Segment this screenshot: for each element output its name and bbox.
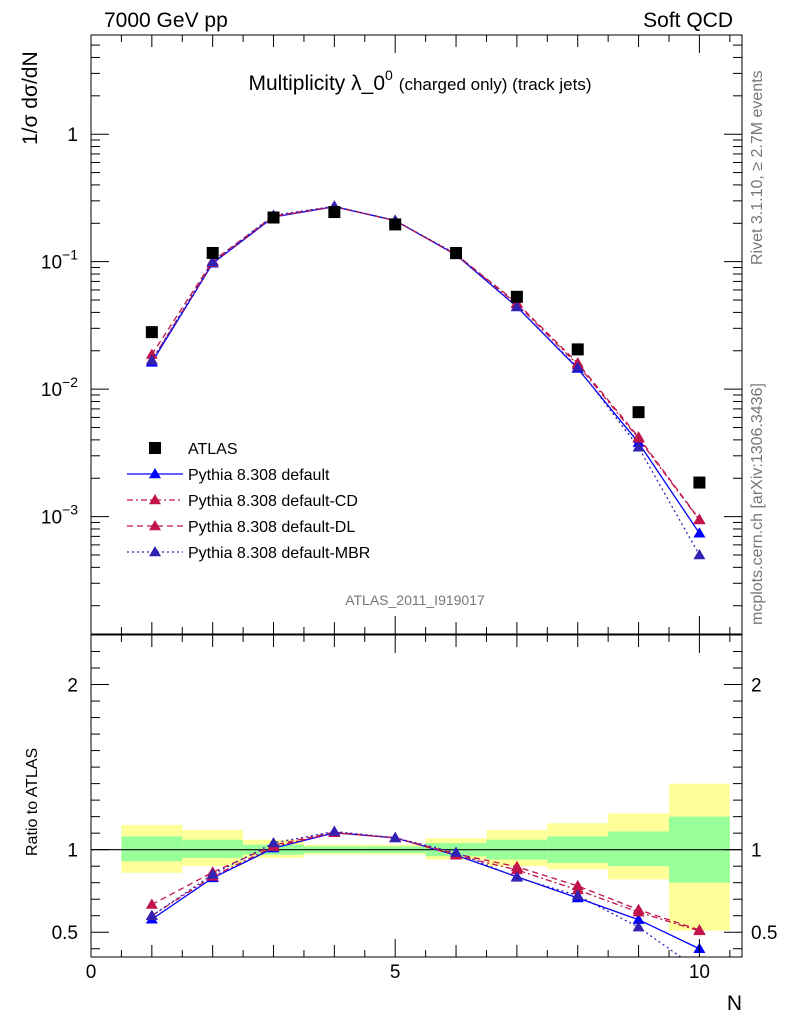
data-point [145, 326, 158, 339]
bottom-ylabel: Ratio to ATLAS [24, 748, 41, 856]
x-tick-label: 5 [390, 962, 401, 983]
data-point [389, 218, 402, 231]
data-point [632, 406, 645, 419]
ratio-tick-label-right: 2 [751, 676, 762, 697]
ratio-point [145, 909, 158, 920]
y-tick-label: 1 [67, 125, 78, 146]
legend-marker [149, 520, 161, 531]
data-point [693, 476, 706, 489]
top-panel: 1 10−1 10−2 10−3 [41, 34, 743, 635]
ratio-tick-label-right: 1 [751, 841, 762, 862]
x-axis-label: N [727, 992, 742, 1015]
ratio-point [389, 831, 402, 843]
ratio-point [206, 868, 219, 879]
chart-title-main: Multiplicity λ_0 [248, 72, 385, 95]
header-left: 7000 GeV pp [104, 9, 228, 32]
series-point [632, 431, 645, 442]
ratio-panel-frame [90, 634, 743, 958]
data-point [571, 343, 584, 356]
legend-label: Pythia 8.308 default [188, 467, 330, 484]
y-tick-label: 10−1 [41, 247, 78, 274]
series-point [206, 256, 219, 267]
ratio-tick-label-right: 0.5 [751, 923, 777, 944]
top-ylabel: 1/σ dσ/dN [19, 51, 42, 145]
ratio-point [510, 871, 523, 882]
ratio-point [571, 879, 584, 891]
series-point [693, 527, 706, 538]
series-point [145, 354, 158, 365]
ratio-point [450, 846, 463, 857]
ratio-point [632, 913, 645, 924]
uncertainty-band-inner [182, 839, 244, 858]
ratio-point [632, 903, 645, 914]
data-point [450, 246, 463, 259]
series-point [632, 441, 645, 452]
ratio-tick-label: 0.5 [52, 923, 78, 944]
legend-marker [149, 546, 161, 557]
legend: ATLAS Pythia 8.308 default Pythia 8.308 de… [127, 441, 370, 562]
series-point [693, 548, 706, 560]
ratio-point [632, 921, 645, 932]
series-point [510, 300, 523, 312]
ratio-point [571, 889, 584, 900]
ratio-point [693, 923, 706, 935]
legend-marker [149, 442, 161, 454]
ratio-point [510, 860, 523, 872]
uncertainty-band-inner [608, 831, 669, 867]
legend-marker [149, 494, 161, 505]
y-tick-label: 10−3 [41, 502, 78, 529]
y-tick-label: 10−2 [41, 374, 78, 401]
series-point [571, 361, 584, 372]
ratio-curves [145, 825, 706, 957]
x-tick-label: 0 [86, 962, 97, 983]
series-line [151, 206, 700, 534]
header-right: Soft QCD [643, 9, 733, 32]
ratio-tick-label: 2 [67, 676, 78, 697]
data-point [267, 211, 280, 224]
chart-title: Multiplicity λ_00 (charged only) (track j… [248, 67, 591, 95]
legend-label: Pythia 8.308 default-CD [188, 493, 358, 510]
series-line [151, 205, 700, 556]
legend-label: Pythia 8.308 default-DL [188, 519, 355, 536]
ratio-point [267, 836, 280, 848]
data-point [510, 290, 523, 303]
legend-label: ATLAS [188, 441, 238, 458]
uncertainty-band-inner [121, 836, 183, 862]
data-point [328, 206, 341, 219]
series-line [151, 205, 700, 520]
analysis-watermark: ATLAS_2011_I919017 [345, 592, 485, 608]
ratio-point [145, 898, 158, 909]
rivet-label: Rivet 3.1.10, ≥ 2.7M events [749, 70, 766, 265]
chart-title-sub: (charged only) (track jets) [399, 75, 592, 94]
ratio-panel: 0.5 0.5 1 1 2 2 0 5 10 [52, 634, 777, 983]
ratio-line [151, 831, 700, 931]
series-point [693, 513, 706, 524]
ratio-point [328, 825, 341, 836]
legend-marker [149, 468, 161, 479]
ratio-line [151, 832, 700, 932]
x-tick-label: 10 [689, 962, 710, 983]
ratio-tick-label: 1 [67, 841, 78, 862]
chart-title-sup: 0 [385, 67, 393, 83]
data-point [206, 246, 219, 259]
mcplots-label: mcplots.cern.ch [arXiv:1306.3436] [749, 383, 766, 625]
top-panel-frame [90, 34, 743, 635]
legend-label: Pythia 8.308 default-MBR [188, 545, 370, 562]
ratio-line [151, 830, 682, 957]
